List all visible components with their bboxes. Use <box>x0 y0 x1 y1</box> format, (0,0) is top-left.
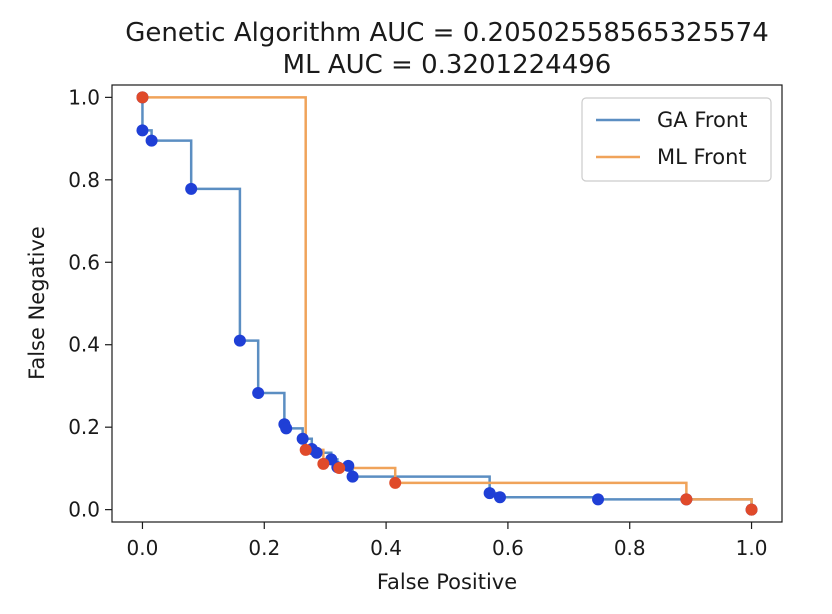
plot-frame <box>111 84 783 523</box>
marker-layer <box>136 91 758 516</box>
data-point-ga-front <box>592 493 605 506</box>
data-point-ga-front <box>296 432 309 445</box>
data-point-ga-front <box>145 134 158 147</box>
data-point-ml-front <box>680 493 693 506</box>
legend-ml-label: ML Front <box>657 145 747 169</box>
data-point-ml-front <box>136 91 149 104</box>
data-point-ga-front <box>252 386 265 399</box>
y-tick-label: 0.8 <box>68 168 100 192</box>
data-point-ml-front <box>745 503 758 516</box>
legend-ga-label: GA Front <box>657 108 747 132</box>
y-tick-label: 1.0 <box>68 85 100 109</box>
data-point-ga-front <box>346 470 359 483</box>
chart-subtitle: ML AUC = 0.3201224496 <box>283 50 612 80</box>
data-point-ga-front <box>280 422 293 435</box>
x-tick-label: 0.8 <box>614 536 646 560</box>
data-point-ml-front <box>389 476 402 489</box>
y-tick-label: 0.6 <box>68 250 100 274</box>
y-tick-label: 0.4 <box>68 333 100 357</box>
y-axis-ticks: 0.0 0.2 0.4 0.6 0.8 1.0 <box>68 85 112 522</box>
y-tick-label: 0.0 <box>68 498 100 522</box>
x-tick-label: 0.0 <box>127 536 159 560</box>
x-tick-label: 0.4 <box>370 536 402 560</box>
data-point-ga-front <box>233 334 246 347</box>
x-tick-label: 1.0 <box>736 536 768 560</box>
x-tick-label: 0.2 <box>248 536 280 560</box>
legend: GA Front ML Front <box>581 97 772 182</box>
x-tick-label: 0.6 <box>492 536 524 560</box>
chart-title: Genetic Algorithm AUC = 0.20502558565325… <box>125 18 769 48</box>
data-point-ga-front <box>136 124 149 137</box>
data-point-ga-front <box>185 182 198 195</box>
data-point-ml-front <box>317 457 330 470</box>
y-tick-label: 0.2 <box>68 415 100 439</box>
x-axis-ticks: 0.0 0.2 0.4 0.6 0.8 1.0 <box>127 522 768 560</box>
data-point-ml-front <box>299 443 312 456</box>
data-point-ga-front <box>493 491 506 504</box>
data-point-ga-front <box>342 459 355 472</box>
y-axis-label: False Negative <box>25 226 49 380</box>
data-point-ml-front <box>333 461 346 474</box>
x-axis-label: False Positive <box>377 570 517 594</box>
data-point-ga-front <box>310 446 323 459</box>
data-point-ga-front <box>483 487 496 500</box>
